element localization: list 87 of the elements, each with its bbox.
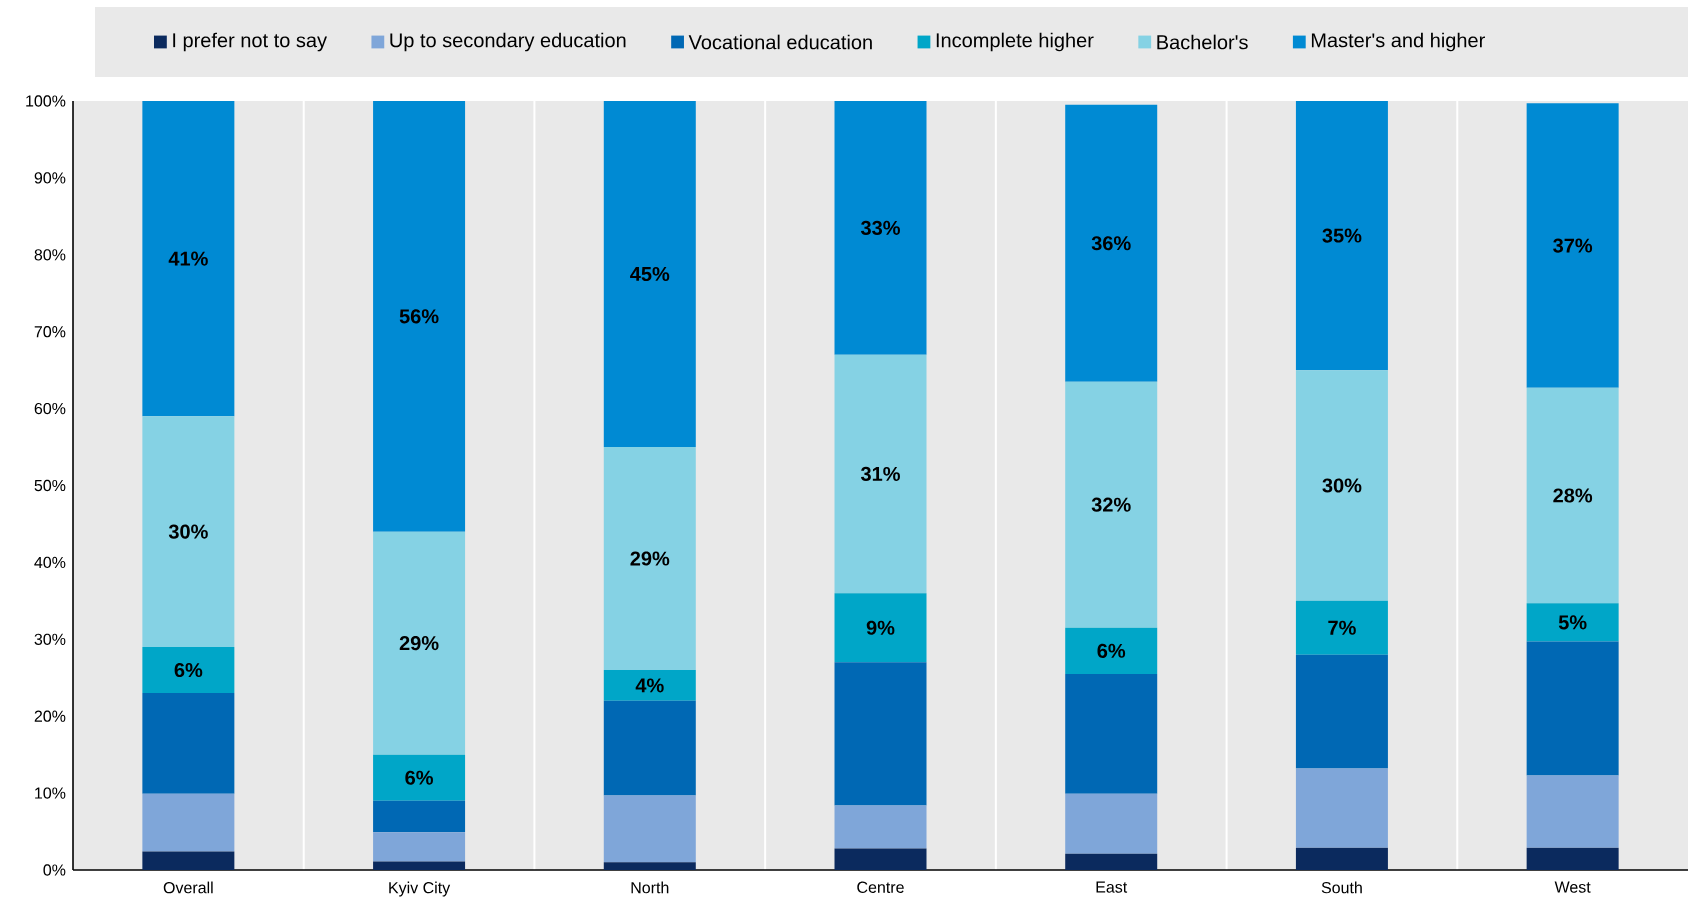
x-tick-label: West <box>1554 881 1591 893</box>
bar <box>603 100 696 448</box>
bar <box>142 793 235 852</box>
data-label: 36% <box>1091 236 1131 251</box>
bar <box>1065 853 1158 870</box>
data-label: 31% <box>860 466 900 482</box>
bar <box>373 531 466 755</box>
data-label: 41% <box>168 251 208 266</box>
bar <box>373 800 466 833</box>
data-label: 35% <box>1322 228 1362 243</box>
y-tick-label: 40% <box>34 556 66 569</box>
bar <box>142 693 235 794</box>
data-label: 29% <box>399 636 439 651</box>
y-tick-label: 100% <box>26 95 66 107</box>
bar <box>603 862 696 870</box>
bar <box>834 593 927 663</box>
bar <box>373 861 466 870</box>
bar <box>373 832 466 862</box>
y-tick-label: 20% <box>34 710 66 722</box>
bar <box>142 416 235 647</box>
bar <box>373 754 466 801</box>
legend-label: Master's and higher <box>1311 32 1485 52</box>
bar <box>1295 100 1388 371</box>
y-tick-label: 90% <box>34 172 66 184</box>
x-tick-label: Kyiv City <box>389 881 451 897</box>
bar <box>603 447 696 671</box>
data-label: 33% <box>860 220 900 235</box>
y-tick-label: 60% <box>34 402 66 415</box>
bar <box>1526 775 1619 848</box>
x-tick-label: South <box>1321 881 1362 894</box>
data-label: 56% <box>399 309 439 324</box>
data-label: 32% <box>1091 497 1131 512</box>
data-label: 30% <box>168 524 208 539</box>
bar <box>373 100 466 532</box>
bar <box>603 700 696 796</box>
bar <box>834 848 927 870</box>
legend-label: I prefer not to say <box>173 32 327 52</box>
y-tick-label: 10% <box>35 787 66 799</box>
bar <box>834 805 927 849</box>
data-label: 4% <box>635 678 664 693</box>
bar <box>1526 847 1619 870</box>
bar <box>603 670 696 701</box>
y-tick-label: 30% <box>34 633 66 645</box>
y-tick-label: 70% <box>34 326 66 338</box>
bar <box>1526 103 1619 388</box>
bar <box>1295 600 1388 655</box>
y-tick-label: 0% <box>43 864 66 876</box>
bar <box>834 354 927 594</box>
data-label: 5% <box>1558 615 1587 630</box>
bar <box>1065 381 1158 628</box>
bar <box>1295 847 1388 870</box>
bar <box>1065 673 1158 794</box>
bar <box>834 662 927 806</box>
bar <box>1295 768 1388 848</box>
bar <box>603 795 696 863</box>
bar <box>142 851 235 870</box>
bar <box>1065 104 1158 382</box>
data-label: 6% <box>1097 643 1126 658</box>
bar <box>834 100 927 355</box>
bar <box>1526 387 1619 604</box>
bar <box>1526 603 1619 642</box>
bar <box>1295 370 1388 601</box>
data-label: 37% <box>1553 238 1593 253</box>
bar <box>142 646 235 694</box>
x-tick-label: North <box>631 881 669 894</box>
data-label: 29% <box>630 551 670 566</box>
bar <box>1065 627 1158 674</box>
legend-label: Incomplete higher <box>936 32 1094 52</box>
x-tick-label: East <box>1096 881 1128 893</box>
x-tick-label: Centre <box>857 881 904 893</box>
y-tick-label: 80% <box>34 249 66 261</box>
data-label: 9% <box>866 620 895 635</box>
data-label: 6% <box>174 662 203 678</box>
data-label: 28% <box>1553 488 1593 503</box>
legend-label: Up to secondary education <box>390 32 626 52</box>
data-label: 45% <box>630 266 670 282</box>
y-tick-label: 50% <box>34 479 66 492</box>
bar <box>142 100 235 417</box>
legend-label: Bachelor's <box>1157 34 1248 50</box>
bar <box>1065 793 1158 854</box>
legend-label: Vocational education <box>688 34 872 50</box>
data-label: 30% <box>1322 478 1362 493</box>
x-tick-label: Overall <box>163 881 213 894</box>
bar <box>1295 654 1388 769</box>
bar <box>1526 641 1619 776</box>
data-label: 7% <box>1328 620 1356 635</box>
data-label: 6% <box>405 770 433 785</box>
